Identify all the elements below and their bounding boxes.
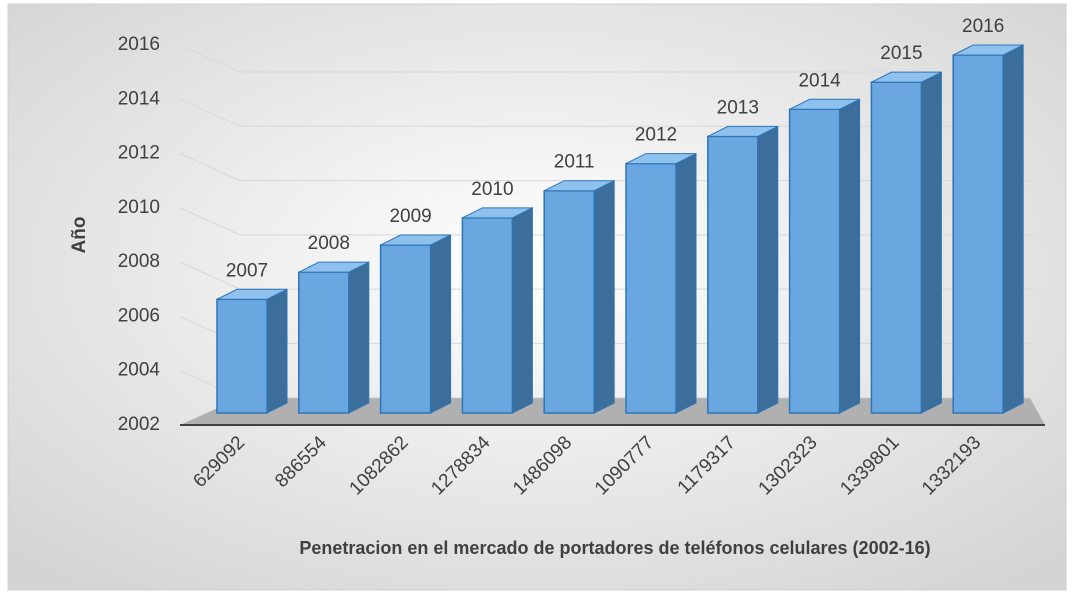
bar-side [1002, 44, 1024, 414]
bar-side [920, 71, 942, 414]
bar [625, 162, 677, 414]
bar [952, 54, 1004, 414]
data-label: 2014 [798, 70, 841, 91]
bar-top [298, 261, 370, 273]
bar [707, 135, 759, 414]
bar-top [380, 234, 451, 246]
bar-top [216, 288, 288, 300]
y-tick-label: 2016 [118, 34, 160, 55]
y-tick-label: 2010 [118, 197, 160, 218]
data-label: 2016 [962, 16, 1004, 37]
x-axis-title: Penetracion en el mercado de portadores … [299, 538, 930, 558]
bar [461, 217, 514, 414]
data-label: 2015 [880, 43, 922, 64]
y-tick-label: 2014 [118, 88, 161, 109]
bar-side [757, 125, 779, 414]
bar-side [593, 179, 615, 414]
data-label: 2010 [471, 179, 513, 200]
y-tick-label: 2012 [118, 143, 160, 164]
bar [216, 298, 268, 414]
bar-top [707, 125, 779, 137]
data-label: 2008 [308, 233, 350, 254]
y-tick-label: 2008 [118, 251, 160, 272]
bar [379, 244, 432, 414]
y-tick-label: 2006 [118, 305, 160, 326]
bar-top [462, 207, 533, 219]
bar [543, 189, 595, 414]
bar-side [839, 98, 861, 414]
data-label: 2012 [635, 125, 677, 146]
data-label: 2009 [389, 206, 431, 227]
bar-side [348, 261, 370, 414]
bar-side [511, 207, 533, 414]
bar-top [625, 153, 697, 165]
data-label: 2011 [554, 152, 595, 173]
data-label: 2013 [717, 97, 759, 118]
bar-top [789, 98, 860, 110]
bar-side [266, 288, 288, 414]
grid-line [179, 44, 1035, 73]
data-label: 2007 [226, 260, 268, 281]
bar-top [952, 44, 1024, 56]
bar-top [543, 180, 615, 192]
bar [788, 108, 841, 414]
bar-side [675, 152, 697, 414]
bar-side [430, 234, 452, 414]
bar [298, 271, 350, 414]
y-tick-label: 2004 [118, 360, 161, 381]
bar [870, 81, 923, 414]
bar-top [871, 71, 942, 83]
y-tick-label: 2002 [118, 414, 160, 435]
y-axis-title: Año [69, 217, 90, 254]
